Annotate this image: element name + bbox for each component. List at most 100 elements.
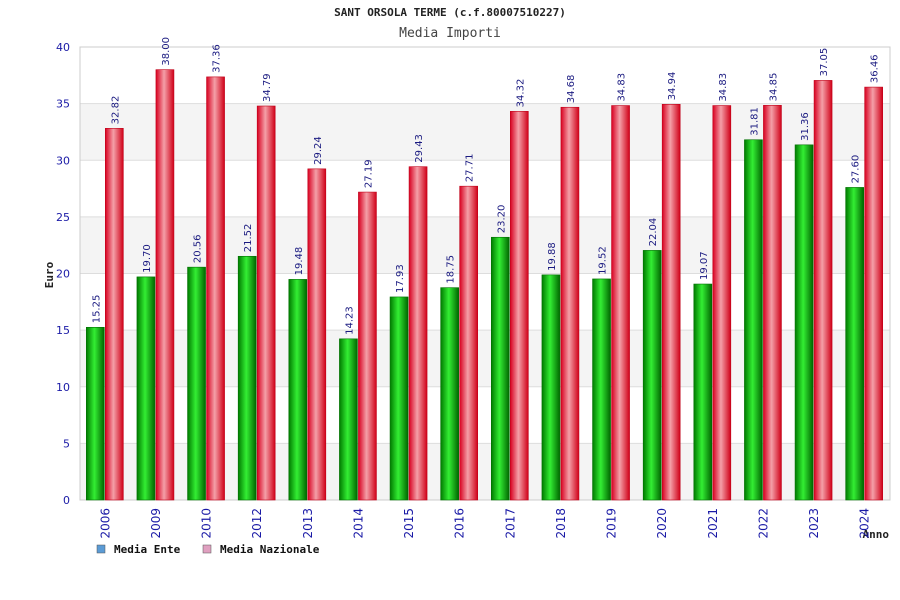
data-label: 29.43 bbox=[414, 134, 425, 163]
bar-media-ente-2014 bbox=[339, 338, 358, 501]
data-label: 18.75 bbox=[446, 255, 457, 284]
bar-media-nazionale-2019 bbox=[611, 105, 630, 501]
plot-frame bbox=[79, 46, 891, 501]
x-tick-label: 2016 bbox=[453, 508, 467, 539]
bar-media-ente-2015 bbox=[389, 296, 409, 501]
bar-media-nazionale-2016 bbox=[459, 185, 478, 501]
bar-media-nazionale-2009 bbox=[155, 69, 175, 501]
bar-media-nazionale-2021 bbox=[712, 105, 732, 501]
y-tick-label: 40 bbox=[56, 41, 70, 54]
data-label: 27.19 bbox=[363, 159, 374, 188]
y-tick-label: 35 bbox=[56, 98, 70, 111]
bar-media-nazionale-2020 bbox=[661, 104, 681, 501]
bar-media-nazionale-2017 bbox=[510, 111, 529, 501]
data-label: 34.32 bbox=[515, 79, 526, 108]
bar-media-ente-2019 bbox=[592, 278, 611, 501]
y-tick-label: 10 bbox=[56, 381, 70, 394]
bar-media-nazionale-2022 bbox=[763, 105, 782, 501]
bar-media-ente-2021 bbox=[693, 283, 713, 501]
bar-media-nazionale-2006 bbox=[105, 128, 124, 501]
bar-media-ente-2009 bbox=[136, 276, 156, 501]
data-label: 15.25 bbox=[91, 295, 102, 324]
legend: Media Ente Media Nazionale bbox=[96, 543, 320, 556]
x-tick-label: 2012 bbox=[250, 508, 264, 539]
y-tick-label: 25 bbox=[56, 211, 70, 224]
data-label: 34.94 bbox=[667, 72, 678, 101]
bar-media-nazionale-2018 bbox=[560, 106, 580, 501]
data-label: 23.20 bbox=[496, 205, 507, 234]
x-tick-label: 2015 bbox=[402, 508, 416, 539]
x-axis-ticks: 2006 2009 2010 2012 2013 2014 2015 2016 2017 2018… bbox=[98, 508, 871, 539]
data-label: 21.52 bbox=[243, 224, 254, 253]
y-tick-label: 0 bbox=[63, 494, 70, 507]
y-tick-label: 15 bbox=[56, 324, 70, 337]
data-label: 19.70 bbox=[142, 244, 153, 273]
data-label: 27.60 bbox=[851, 155, 862, 184]
x-tick-label: 2013 bbox=[301, 508, 315, 539]
chart-title: SANT ORSOLA TERME (c.f.80007510227) bbox=[334, 6, 566, 19]
x-tick-label: 2018 bbox=[554, 508, 568, 539]
bar-media-nazionale-2023 bbox=[813, 80, 833, 501]
data-label: 34.83 bbox=[718, 73, 729, 102]
bar-media-nazionale-2014 bbox=[358, 191, 377, 501]
data-label: 31.81 bbox=[749, 107, 760, 136]
legend-swatch-media-nazionale bbox=[202, 544, 212, 554]
bar-media-nazionale-2010 bbox=[206, 76, 225, 501]
bar-media-ente-2012 bbox=[237, 255, 257, 501]
y-tick-label: 5 bbox=[63, 437, 70, 450]
legend-swatch-media-ente bbox=[96, 544, 106, 554]
data-label: 29.24 bbox=[313, 136, 324, 165]
x-tick-label: 2020 bbox=[655, 508, 669, 539]
bar-media-ente-2018 bbox=[541, 274, 561, 501]
x-tick-label: 2022 bbox=[756, 508, 770, 539]
x-tick-label: 2019 bbox=[605, 508, 619, 539]
data-label: 37.36 bbox=[212, 44, 223, 73]
bar-media-ente-2013 bbox=[288, 279, 308, 501]
bar-media-ente-2010 bbox=[187, 266, 206, 501]
x-axis-title: Anno bbox=[863, 528, 890, 541]
data-label: 32.82 bbox=[110, 96, 121, 125]
data-label: 20.56 bbox=[193, 235, 204, 264]
data-labels: 15.25 32.82 19.70 38.00 20.56 37.36 21.52 34.79… bbox=[91, 37, 880, 335]
y-axis-ticks: 0 5 10 15 20 25 30 35 40 bbox=[56, 41, 70, 507]
bar-media-nazionale-2024 bbox=[864, 86, 883, 501]
data-label: 31.36 bbox=[800, 112, 811, 141]
bar-media-ente-2024 bbox=[845, 187, 864, 501]
data-label: 37.05 bbox=[819, 48, 830, 77]
data-label: 14.23 bbox=[344, 306, 355, 335]
data-label: 22.04 bbox=[648, 218, 659, 247]
data-label: 34.83 bbox=[617, 73, 628, 102]
x-tick-label: 2014 bbox=[351, 508, 365, 539]
bar-media-nazionale-2013 bbox=[307, 168, 327, 501]
bar-media-ente-2020 bbox=[642, 250, 662, 501]
data-label: 27.71 bbox=[465, 154, 476, 183]
y-axis-title: Euro bbox=[43, 261, 56, 288]
bar-media-ente-2023 bbox=[794, 144, 814, 501]
x-tick-label: 2017 bbox=[503, 508, 517, 539]
x-tick-label: 2009 bbox=[149, 508, 163, 539]
data-label: 19.52 bbox=[598, 246, 609, 275]
x-tick-label: 2010 bbox=[200, 508, 214, 539]
legend-label-media-ente: Media Ente bbox=[114, 543, 181, 556]
bar-media-nazionale-2015 bbox=[408, 166, 428, 501]
bar-media-nazionale-2012 bbox=[256, 105, 276, 501]
bar-media-ente-2016 bbox=[440, 287, 459, 501]
y-tick-label: 20 bbox=[56, 268, 70, 281]
data-label: 19.48 bbox=[294, 247, 305, 276]
data-label: 17.93 bbox=[395, 264, 406, 293]
chart-subtitle: Media Importi bbox=[399, 26, 501, 41]
data-label: 19.88 bbox=[547, 242, 558, 271]
data-label: 34.68 bbox=[566, 75, 577, 104]
bar-media-ente-2006 bbox=[86, 326, 105, 501]
data-label: 19.07 bbox=[699, 251, 710, 280]
bar-media-ente-2017 bbox=[491, 236, 510, 501]
x-tick-label: 2021 bbox=[706, 508, 720, 539]
data-label: 36.46 bbox=[870, 54, 881, 83]
legend-label-media-nazionale: Media Nazionale bbox=[220, 543, 320, 556]
x-tick-label: 2006 bbox=[98, 508, 112, 539]
y-tick-label: 30 bbox=[56, 154, 70, 167]
bars bbox=[86, 69, 883, 501]
data-label: 38.00 bbox=[161, 37, 172, 66]
x-tick-label: 2023 bbox=[807, 508, 821, 539]
